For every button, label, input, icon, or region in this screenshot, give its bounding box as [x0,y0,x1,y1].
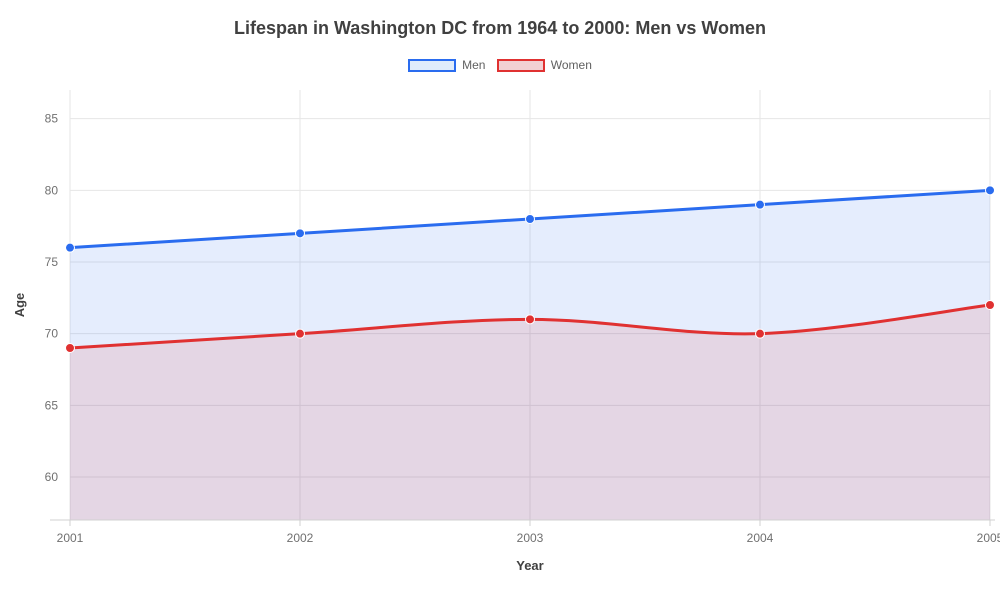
x-tick-label: 2005 [977,531,1000,545]
point-women[interactable] [296,329,305,338]
point-women[interactable] [986,301,995,310]
point-women[interactable] [66,344,75,353]
point-women[interactable] [526,315,535,324]
point-men[interactable] [756,200,765,209]
x-tick-label: 2001 [57,531,84,545]
point-men[interactable] [986,186,995,195]
point-men[interactable] [66,243,75,252]
y-tick-label: 80 [45,183,59,197]
y-tick-label: 75 [45,255,59,269]
point-men[interactable] [526,215,535,224]
x-tick-label: 2003 [517,531,544,545]
point-men[interactable] [296,229,305,238]
x-axis-title: Year [516,558,543,573]
plot-svg: 60 65 70 75 80 85 2001 2002 2003 2004 2005 Age Yea… [0,0,1000,600]
x-tick-label: 2004 [747,531,774,545]
y-tick-label: 70 [45,327,59,341]
x-tick-label: 2002 [287,531,314,545]
y-tick-label: 65 [45,398,59,412]
y-tick-label: 85 [45,112,59,126]
y-tick-label: 60 [45,470,59,484]
point-women[interactable] [756,329,765,338]
y-axis-title: Age [12,293,27,318]
chart-container: Lifespan in Washington DC from 1964 to 2… [0,0,1000,600]
